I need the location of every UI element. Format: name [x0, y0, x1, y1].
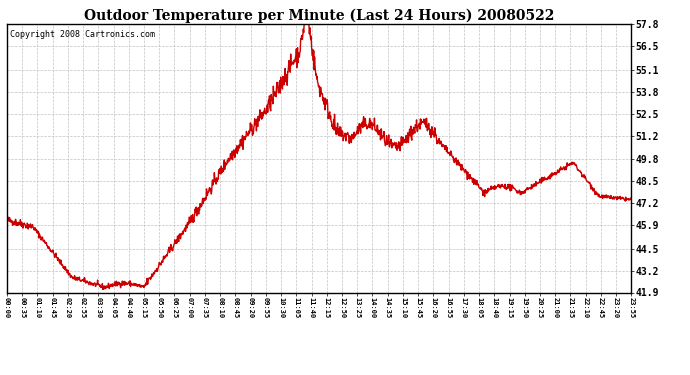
Text: Copyright 2008 Cartronics.com: Copyright 2008 Cartronics.com	[10, 30, 155, 39]
Title: Outdoor Temperature per Minute (Last 24 Hours) 20080522: Outdoor Temperature per Minute (Last 24 …	[84, 9, 554, 23]
